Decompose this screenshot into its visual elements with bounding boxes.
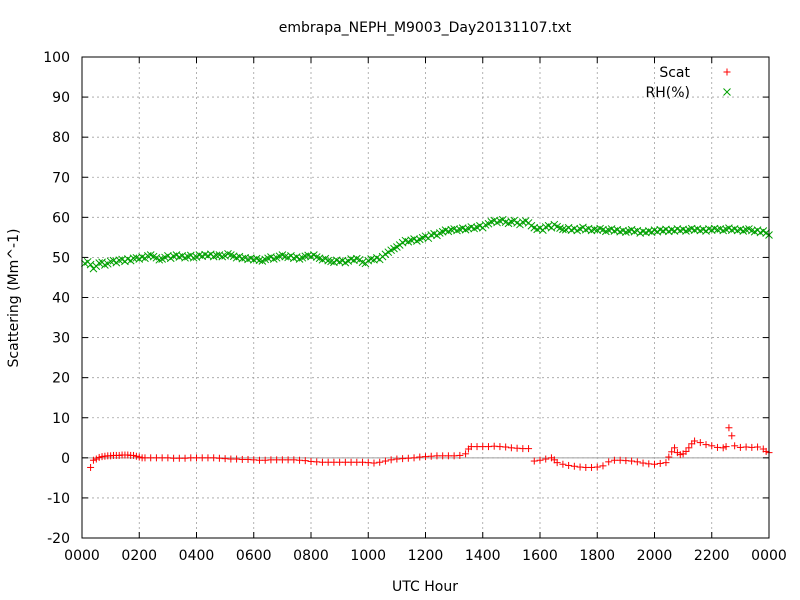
y-tick-label: 80	[52, 130, 70, 146]
rh-point	[155, 255, 164, 264]
y-tick-label: 90	[52, 90, 70, 106]
rh-point	[189, 253, 198, 262]
x-tick-label: 0400	[179, 548, 215, 564]
x-tick-labels: 0000 0200 0400 0600 0800 1000 1200 1400 1600 1800…	[64, 548, 787, 564]
scat-point	[387, 456, 395, 464]
scat-point	[95, 453, 103, 461]
scat-point	[410, 454, 418, 462]
scat-point	[651, 460, 658, 468]
scat-point	[599, 462, 607, 470]
scat-point	[502, 443, 510, 451]
scat-point	[762, 447, 770, 455]
y-tick-labels: -20 -10 0 10 20 30 40 50 60 70 80 90 100	[43, 50, 70, 547]
x-tick-label: 0600	[236, 548, 272, 564]
scat-point	[376, 458, 384, 466]
y-tick-label: 100	[43, 50, 70, 66]
y-tick-label: 40	[52, 291, 70, 307]
scat-point	[665, 453, 673, 461]
x-tick-label: 0000	[751, 548, 787, 564]
x-tick-label: 1800	[579, 548, 615, 564]
scat-point	[671, 444, 679, 452]
scat-point	[662, 459, 670, 467]
legend-label-rh: RH(%)	[646, 85, 690, 101]
scat-point	[381, 457, 389, 465]
scat-point	[89, 456, 97, 464]
legend: Scat RH(%)	[646, 65, 731, 101]
legend-rh-symbol	[723, 88, 731, 96]
y-tick-label: 60	[52, 210, 70, 226]
scat-point	[130, 451, 138, 459]
axis-ticks	[81, 56, 770, 539]
y-tick-label: 30	[52, 331, 70, 347]
scat-point	[639, 459, 647, 467]
scat-point	[593, 463, 601, 471]
x-tick-label: 2200	[694, 548, 730, 564]
scat-point	[530, 457, 538, 465]
y-tick-label: -10	[47, 491, 70, 507]
x-tick-label: 0800	[293, 548, 329, 564]
scat-point	[542, 455, 550, 463]
rh-point	[86, 260, 95, 269]
scat-point	[676, 451, 684, 459]
scat-point	[728, 432, 736, 440]
scat-point	[731, 442, 739, 450]
scat-point	[456, 451, 464, 459]
x-tick-label: 1200	[408, 548, 444, 564]
scat-point	[656, 459, 664, 467]
scat-point	[685, 444, 693, 452]
scat-point	[605, 458, 613, 466]
x-axis-label: UTC Hour	[392, 579, 458, 595]
scat-point	[301, 457, 309, 465]
y-tick-label: 70	[52, 170, 70, 186]
scat-point	[370, 459, 378, 467]
scat-point	[668, 448, 676, 456]
data-points	[81, 215, 773, 471]
scat-point	[696, 439, 704, 447]
scat-point	[525, 445, 533, 453]
rh-point	[559, 225, 567, 234]
y-tick-label: 0	[61, 451, 70, 467]
legend-marker-rh	[723, 88, 731, 96]
scat-point	[559, 460, 567, 468]
scat-point	[536, 456, 544, 464]
scat-point	[754, 443, 762, 451]
scat-point	[87, 463, 95, 471]
scat-point	[565, 461, 573, 469]
scat-point	[570, 462, 578, 470]
scat-point	[722, 443, 730, 451]
scat-point	[135, 453, 143, 461]
legend-scat-symbol	[723, 68, 731, 76]
y-tick-label: 10	[52, 411, 70, 427]
scat-point	[132, 452, 140, 460]
x-tick-label: 1400	[465, 548, 501, 564]
y-axis-label: Scattering (Mm^-1)	[6, 229, 22, 368]
scat-point	[702, 441, 710, 449]
y-tick-label: 50	[52, 250, 70, 266]
rh-point	[95, 259, 104, 267]
scat-point	[682, 447, 690, 455]
x-tick-label: 2000	[637, 548, 673, 564]
x-tick-label: 1600	[522, 548, 558, 564]
scat-point	[708, 442, 716, 450]
x-tick-label: 1000	[350, 548, 386, 564]
rh-point	[218, 252, 227, 261]
x-tick-label: 0000	[64, 548, 100, 564]
scat-point	[719, 444, 727, 452]
rh-point	[324, 256, 333, 265]
legend-label-scat: Scat	[659, 65, 690, 81]
scat-point	[553, 459, 561, 467]
scat-point	[633, 458, 641, 466]
y-tick-label: -20	[47, 531, 70, 547]
y-tick-label: 20	[52, 371, 70, 387]
x-tick-label: 0200	[121, 548, 157, 564]
chart-title: embrapa_NEPH_M9003_Day20131107.txt	[279, 20, 572, 36]
scat-point	[725, 424, 733, 432]
legend-marker-scat	[723, 68, 731, 76]
scat-point	[462, 450, 470, 458]
scat-point	[92, 455, 100, 463]
scat-point	[628, 457, 636, 465]
scat-point	[691, 437, 699, 445]
